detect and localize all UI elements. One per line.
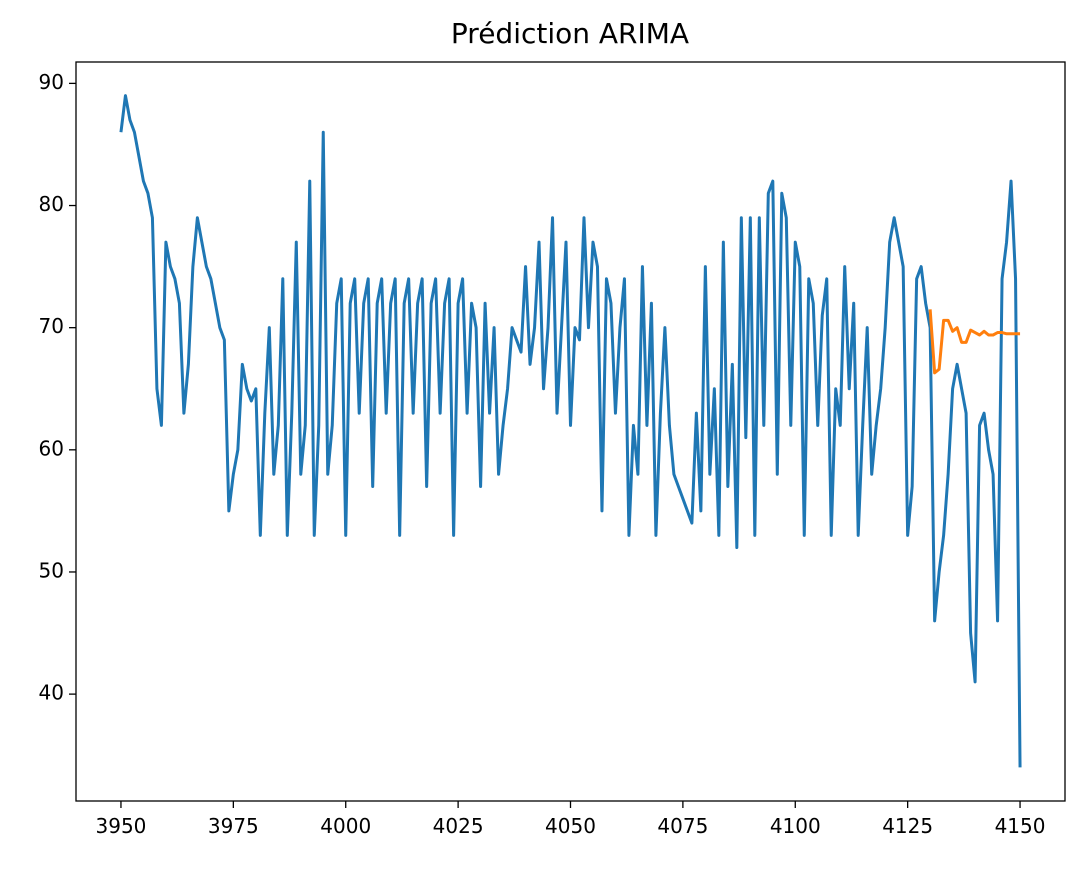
x-tick-label: 4150 [995, 814, 1046, 838]
plot-frame [75, 61, 1066, 802]
x-tick-label: 4100 [770, 814, 821, 838]
y-tick-label: 50 [39, 558, 64, 582]
x-tick-label: 4025 [433, 814, 484, 838]
x-tick-label: 3950 [96, 814, 147, 838]
y-tick-label: 80 [39, 192, 64, 216]
x-tick-label: 4125 [882, 814, 933, 838]
x-tick-label: 3975 [208, 814, 259, 838]
data-line [119, 94, 1022, 768]
x-tick-label: 4000 [320, 814, 371, 838]
chart-title: Prédiction ARIMA [451, 17, 689, 50]
y-tick-label: 70 [39, 314, 64, 338]
y-tick-label: 40 [39, 681, 64, 705]
x-tick-label: 4050 [545, 814, 596, 838]
y-tick-label: 60 [39, 436, 64, 460]
y-tick-label: 90 [39, 70, 64, 94]
data-line [928, 309, 1021, 375]
x-tick-label: 4075 [657, 814, 708, 838]
